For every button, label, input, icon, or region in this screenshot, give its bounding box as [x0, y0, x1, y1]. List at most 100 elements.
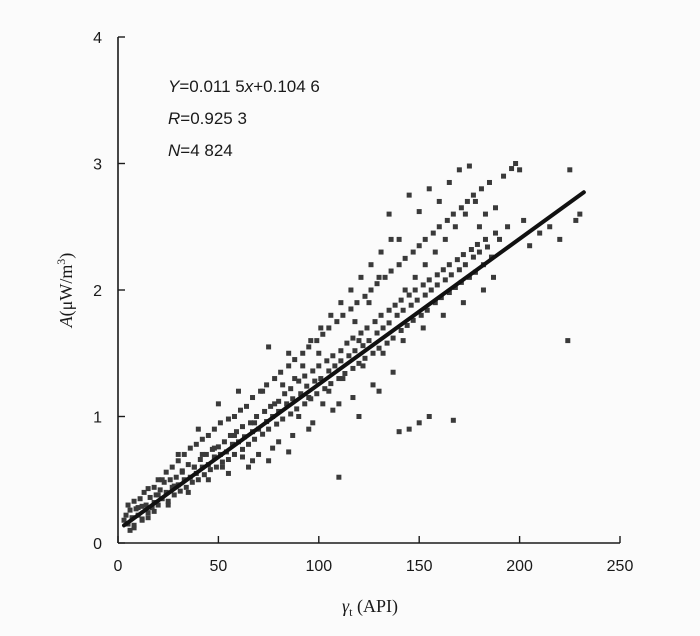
data-point [422, 262, 428, 268]
data-point [462, 262, 468, 268]
data-point [462, 211, 468, 217]
n-var: N [168, 141, 181, 160]
data-point [155, 477, 161, 483]
data-point [422, 292, 428, 298]
data-point [233, 429, 239, 435]
data-point [513, 161, 519, 166]
equation-y-var: Y [168, 77, 181, 96]
data-point [476, 249, 482, 255]
data-point [521, 217, 527, 223]
data-point [169, 464, 175, 470]
data-point [195, 426, 201, 432]
data-point [410, 249, 416, 255]
data-point [221, 439, 227, 445]
data-point [362, 293, 368, 299]
data-point [231, 432, 237, 438]
data-point [372, 319, 378, 325]
data-point [358, 274, 364, 280]
y-ticks: 0 1 2 3 4 [93, 30, 125, 553]
data-point [288, 411, 294, 417]
data-point [468, 247, 474, 253]
n-annotation: N=4 824 [168, 141, 233, 160]
data-point [336, 376, 342, 382]
data-point [378, 312, 384, 318]
data-point [211, 445, 217, 451]
data-point [125, 502, 131, 508]
y-axis-label: A(μW/m3) [54, 253, 77, 329]
data-point [143, 502, 149, 508]
x-tick-label: 200 [506, 558, 533, 575]
x-ticks: 0 50 100 150 200 250 [114, 536, 634, 575]
data-point [268, 403, 274, 409]
data-point [356, 414, 362, 419]
data-point [292, 357, 298, 363]
data-point [388, 268, 394, 274]
data-point [460, 252, 466, 258]
data-point [350, 365, 356, 371]
y-axis-unit-sup: 3 [54, 259, 68, 265]
data-point [486, 179, 492, 185]
data-point [402, 255, 408, 261]
data-point [320, 331, 326, 337]
data-point [131, 522, 137, 528]
data-point [286, 449, 292, 455]
data-point [398, 327, 404, 333]
data-point [368, 287, 374, 293]
data-point [286, 363, 292, 369]
data-point [320, 401, 326, 407]
data-point [306, 395, 312, 401]
data-point [390, 335, 396, 341]
data-point [490, 274, 496, 280]
data-point [318, 376, 324, 382]
data-point [509, 166, 515, 172]
data-point [266, 458, 272, 464]
data-point [127, 507, 133, 513]
data-point [219, 459, 225, 465]
data-point [252, 436, 258, 442]
data-point [302, 401, 308, 407]
data-point [352, 319, 358, 325]
data-point [272, 376, 278, 382]
data-point [410, 317, 416, 323]
data-point [290, 432, 296, 438]
data-point [183, 484, 189, 490]
data-point [191, 464, 197, 470]
data-point [326, 325, 332, 331]
equation-x-var: x [244, 77, 254, 96]
data-point [420, 325, 426, 331]
data-point [211, 454, 217, 460]
data-point [260, 388, 266, 394]
data-point [139, 503, 145, 509]
data-point [406, 292, 412, 298]
data-point [298, 391, 304, 397]
data-point [338, 300, 344, 306]
data-point [215, 401, 221, 407]
data-point [229, 441, 235, 447]
data-point [426, 414, 432, 419]
data-point [346, 353, 352, 359]
data-point [322, 386, 328, 392]
data-point [213, 464, 219, 470]
data-point [354, 300, 360, 306]
data-point [225, 457, 231, 463]
data-point [456, 267, 462, 273]
data-point [145, 486, 151, 492]
data-point [326, 388, 332, 394]
data-point [195, 477, 201, 483]
x-axis-label: γt (API) [342, 596, 398, 619]
data-point [414, 297, 420, 303]
x-tick-label: 250 [607, 558, 634, 575]
data-point [432, 249, 438, 255]
data-point [386, 320, 392, 326]
data-point [296, 378, 302, 384]
data-point [276, 398, 282, 404]
data-point [244, 403, 250, 409]
data-point [266, 344, 272, 350]
data-point [577, 211, 583, 217]
data-point [480, 287, 486, 293]
data-point [432, 300, 438, 306]
data-point [175, 458, 181, 464]
data-point [362, 355, 368, 361]
data-point [147, 494, 153, 500]
data-point [472, 198, 478, 204]
